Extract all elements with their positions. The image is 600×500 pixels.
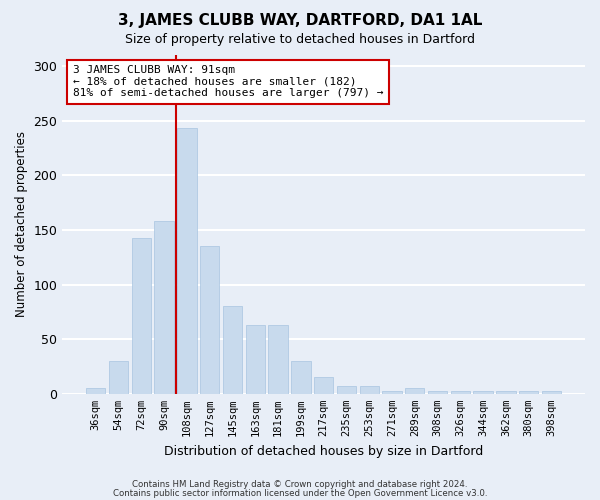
Bar xyxy=(428,390,447,394)
Text: Size of property relative to detached houses in Dartford: Size of property relative to detached ho… xyxy=(125,32,475,46)
Bar xyxy=(86,388,106,394)
Bar xyxy=(200,246,220,394)
Bar xyxy=(291,361,311,394)
Text: 3, JAMES CLUBB WAY, DARTFORD, DA1 1AL: 3, JAMES CLUBB WAY, DARTFORD, DA1 1AL xyxy=(118,12,482,28)
Text: Contains HM Land Registry data © Crown copyright and database right 2024.: Contains HM Land Registry data © Crown c… xyxy=(132,480,468,489)
Bar xyxy=(314,378,334,394)
Bar xyxy=(382,390,402,394)
Text: Contains public sector information licensed under the Open Government Licence v3: Contains public sector information licen… xyxy=(113,490,487,498)
Bar xyxy=(177,128,197,394)
Bar xyxy=(359,386,379,394)
Bar xyxy=(473,390,493,394)
Bar xyxy=(405,388,424,394)
Bar xyxy=(109,361,128,394)
X-axis label: Distribution of detached houses by size in Dartford: Distribution of detached houses by size … xyxy=(164,444,483,458)
Text: 3 JAMES CLUBB WAY: 91sqm
← 18% of detached houses are smaller (182)
81% of semi-: 3 JAMES CLUBB WAY: 91sqm ← 18% of detach… xyxy=(73,65,383,98)
Bar xyxy=(496,390,515,394)
Bar xyxy=(245,325,265,394)
Bar xyxy=(268,325,288,394)
Bar xyxy=(542,390,561,394)
Bar xyxy=(337,386,356,394)
Bar xyxy=(154,221,174,394)
Y-axis label: Number of detached properties: Number of detached properties xyxy=(15,132,28,318)
Bar xyxy=(223,306,242,394)
Bar xyxy=(451,390,470,394)
Bar xyxy=(519,390,538,394)
Bar xyxy=(131,238,151,394)
